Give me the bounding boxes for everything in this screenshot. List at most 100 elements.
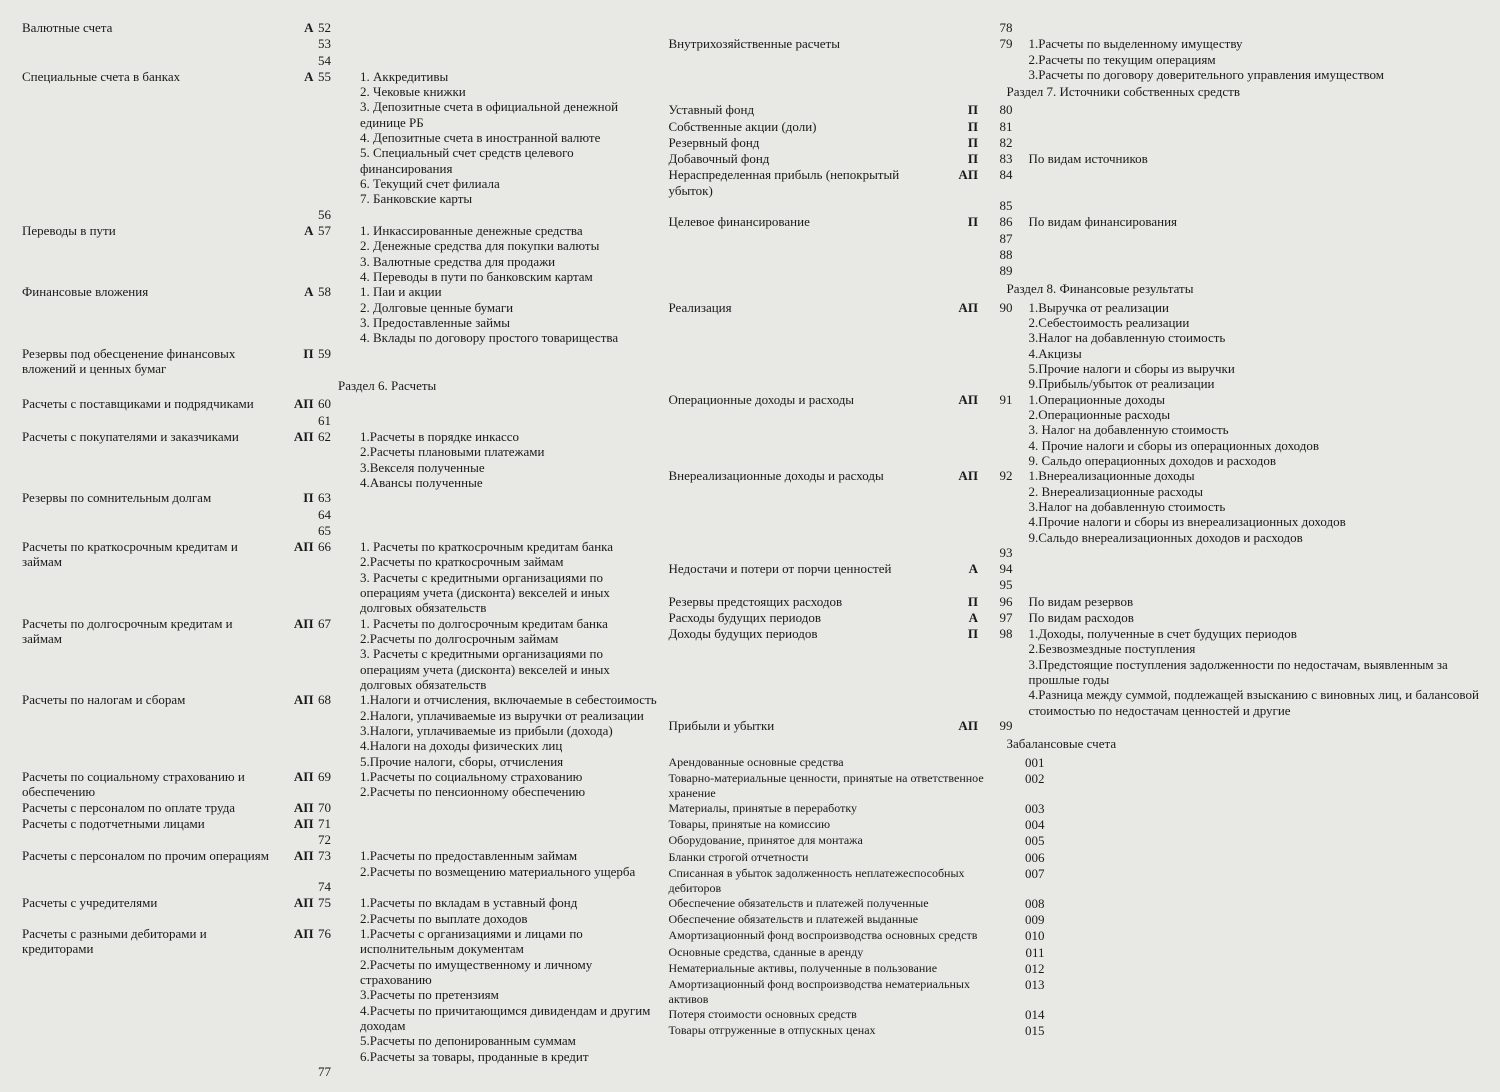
subaccounts: 1. Инкассированные денежные средства2. Д… bbox=[346, 223, 659, 284]
subaccounts: 1.Налоги и отчисления, включаемые в себе… bbox=[346, 692, 659, 769]
subaccounts: 1.Расчеты по социальному страхованию2.Ра… bbox=[346, 769, 659, 800]
off-balance-number: 007 bbox=[1011, 866, 1045, 882]
off-balance-row: Обеспечение обязательств и платежей выда… bbox=[669, 912, 1485, 928]
subaccount: 9. Сальдо операционных доходов и расходо… bbox=[1029, 453, 1485, 468]
subaccount: 1.Расчеты по социальному страхованию bbox=[360, 769, 659, 784]
off-balance-number: 013 bbox=[1011, 977, 1045, 993]
subaccount: 3. Депозитные счета в официальной денежн… bbox=[360, 99, 659, 130]
off-balance-name: Основные средства, сданные в аренду bbox=[669, 945, 1011, 960]
account-name: Финансовые вложения bbox=[22, 284, 278, 299]
account-number: 98 bbox=[979, 626, 1013, 642]
account-number: 52 bbox=[314, 20, 346, 36]
subaccount: 4.Акцизы bbox=[1029, 346, 1485, 361]
account-row: 64 bbox=[22, 507, 659, 523]
account-number: 94 bbox=[979, 561, 1013, 577]
subaccount: 3.Векселя полученные bbox=[360, 460, 659, 475]
subaccount: 2.Налоги, уплачиваемые из выручки от реа… bbox=[360, 708, 659, 723]
account-name: Собственные акции (доли) bbox=[669, 119, 943, 134]
off-balance-number: 003 bbox=[1011, 801, 1045, 817]
subaccount: 9.Прибыль/убыток от реализации bbox=[1029, 376, 1485, 391]
account-type: АП bbox=[278, 429, 314, 445]
subaccount: 4.Авансы полученные bbox=[360, 475, 659, 490]
subaccounts: 1.Операционные доходы2.Операционные расх… bbox=[1013, 392, 1485, 469]
account-name: Переводы в пути bbox=[22, 223, 278, 238]
account-number: 79 bbox=[979, 36, 1013, 52]
subaccount: 1. Аккредитивы bbox=[360, 69, 659, 84]
subaccount: 3.Налог на добавленную стоимость bbox=[1029, 330, 1485, 345]
account-type: АП bbox=[278, 616, 314, 632]
off-balance-row: Амортизационный фонд воспроизводства нем… bbox=[669, 977, 1485, 1007]
off-balance-row: Списанная в убыток задолженность неплате… bbox=[669, 866, 1485, 896]
account-type: АП bbox=[943, 718, 979, 734]
account-row: РеализацияАП901.Выручка от реализации2.С… bbox=[669, 300, 1485, 392]
subaccount: 7. Банковские карты bbox=[360, 191, 659, 206]
account-number: 67 bbox=[314, 616, 346, 632]
subaccount: 6.Расчеты за товары, проданные в кредит bbox=[360, 1049, 659, 1064]
section-text: Раздел 8. Финансовые результаты bbox=[1007, 281, 1194, 297]
subaccount: 3.Расчеты по договору доверительного упр… bbox=[1029, 67, 1485, 82]
subaccounts: По видам резервов bbox=[1013, 594, 1485, 609]
subaccount: 3.Расчеты по претензиям bbox=[360, 987, 659, 1002]
off-balance-row: Потеря стоимости основных средств014 bbox=[669, 1007, 1485, 1023]
off-balance-name: Амортизационный фонд воспроизводства осн… bbox=[669, 928, 1011, 943]
account-number: 66 bbox=[314, 539, 346, 555]
account-type: АП bbox=[943, 392, 979, 408]
subaccount: 2.Операционные расходы bbox=[1029, 407, 1485, 422]
subaccount: 2. Внереализационные расходы bbox=[1029, 484, 1485, 499]
subaccount: 3.Налог на добавленную стоимость bbox=[1029, 499, 1485, 514]
account-name: Внутрихозяйственные расчеты bbox=[669, 36, 943, 51]
account-name: Расчеты с поставщиками и подрядчиками bbox=[22, 396, 278, 411]
account-name: Расчеты с персоналом по оплате труда bbox=[22, 800, 278, 815]
account-number: 59 bbox=[314, 346, 346, 362]
account-row: 74 bbox=[22, 879, 659, 895]
off-balance-name: Обеспечение обязательств и платежей полу… bbox=[669, 896, 1011, 911]
account-row: 95 bbox=[669, 577, 1485, 593]
account-name: Расчеты с персоналом по прочим операциям bbox=[22, 848, 278, 863]
off-balance-list: Арендованные основные средства001Товарно… bbox=[669, 755, 1485, 1040]
account-type: АП bbox=[278, 926, 314, 942]
account-number: 80 bbox=[979, 102, 1013, 118]
account-name: Расчеты по краткосрочным кредитам и займ… bbox=[22, 539, 278, 570]
subaccount: 3. Расчеты с кредитными организациями по… bbox=[360, 646, 659, 692]
account-number: 86 bbox=[979, 214, 1013, 230]
account-type: АП bbox=[278, 769, 314, 785]
account-name: Уставный фонд bbox=[669, 102, 943, 117]
account-number: 88 bbox=[979, 247, 1013, 263]
account-number: 55 bbox=[314, 69, 346, 85]
account-number: 62 bbox=[314, 429, 346, 445]
account-name: Валютные счета bbox=[22, 20, 278, 35]
account-number: 64 bbox=[314, 507, 346, 523]
account-type: АП bbox=[278, 800, 314, 816]
account-type: АП bbox=[943, 300, 979, 316]
account-type: П bbox=[943, 102, 979, 118]
off-balance-number: 001 bbox=[1011, 755, 1045, 771]
account-number: 61 bbox=[314, 413, 346, 429]
subaccount: 2. Чековые книжки bbox=[360, 84, 659, 99]
account-number: 53 bbox=[314, 36, 346, 52]
account-row: 87 bbox=[669, 231, 1485, 247]
account-row: 85 bbox=[669, 198, 1485, 214]
subaccount: 2. Денежные средства для покупки валюты bbox=[360, 238, 659, 253]
subaccount: 1.Расчеты по предоставленным займам bbox=[360, 848, 659, 863]
account-type: А bbox=[943, 610, 979, 626]
subaccounts: 1.Расчеты в порядке инкассо2.Расчеты пла… bbox=[346, 429, 659, 490]
account-row: Собственные акции (доли)П81 bbox=[669, 119, 1485, 135]
subaccount: 1. Расчеты по долгосрочным кредитам банк… bbox=[360, 616, 659, 631]
subaccount: 1.Расчеты по выделенному имуществу bbox=[1029, 36, 1485, 51]
account-row: Недостачи и потери от порчи ценностейА94 bbox=[669, 561, 1485, 577]
subaccount: 1.Расчеты по вкладам в уставный фонд bbox=[360, 895, 659, 910]
account-name: Расчеты по налогам и сборам bbox=[22, 692, 278, 707]
account-number: 70 bbox=[314, 800, 346, 816]
off-balance-name: Потеря стоимости основных средств bbox=[669, 1007, 1011, 1022]
subaccount: 2.Расчеты по краткосрочным займам bbox=[360, 554, 659, 569]
subaccounts: 1.Внереализационные доходы2. Внереализац… bbox=[1013, 468, 1485, 545]
subaccount: 3. Валютные средства для продажи bbox=[360, 254, 659, 269]
account-number: 68 bbox=[314, 692, 346, 708]
account-number: 83 bbox=[979, 151, 1013, 167]
account-type: А bbox=[278, 69, 314, 85]
off-balance-row: Бланки строгой отчетности006 bbox=[669, 850, 1485, 866]
off-balance-row: Основные средства, сданные в аренду011 bbox=[669, 945, 1485, 961]
account-type: А bbox=[943, 561, 979, 577]
subaccount: 5.Прочие налоги и сборы из выручки bbox=[1029, 361, 1485, 376]
section-title: Раздел 8. Финансовые результаты bbox=[669, 279, 1485, 299]
